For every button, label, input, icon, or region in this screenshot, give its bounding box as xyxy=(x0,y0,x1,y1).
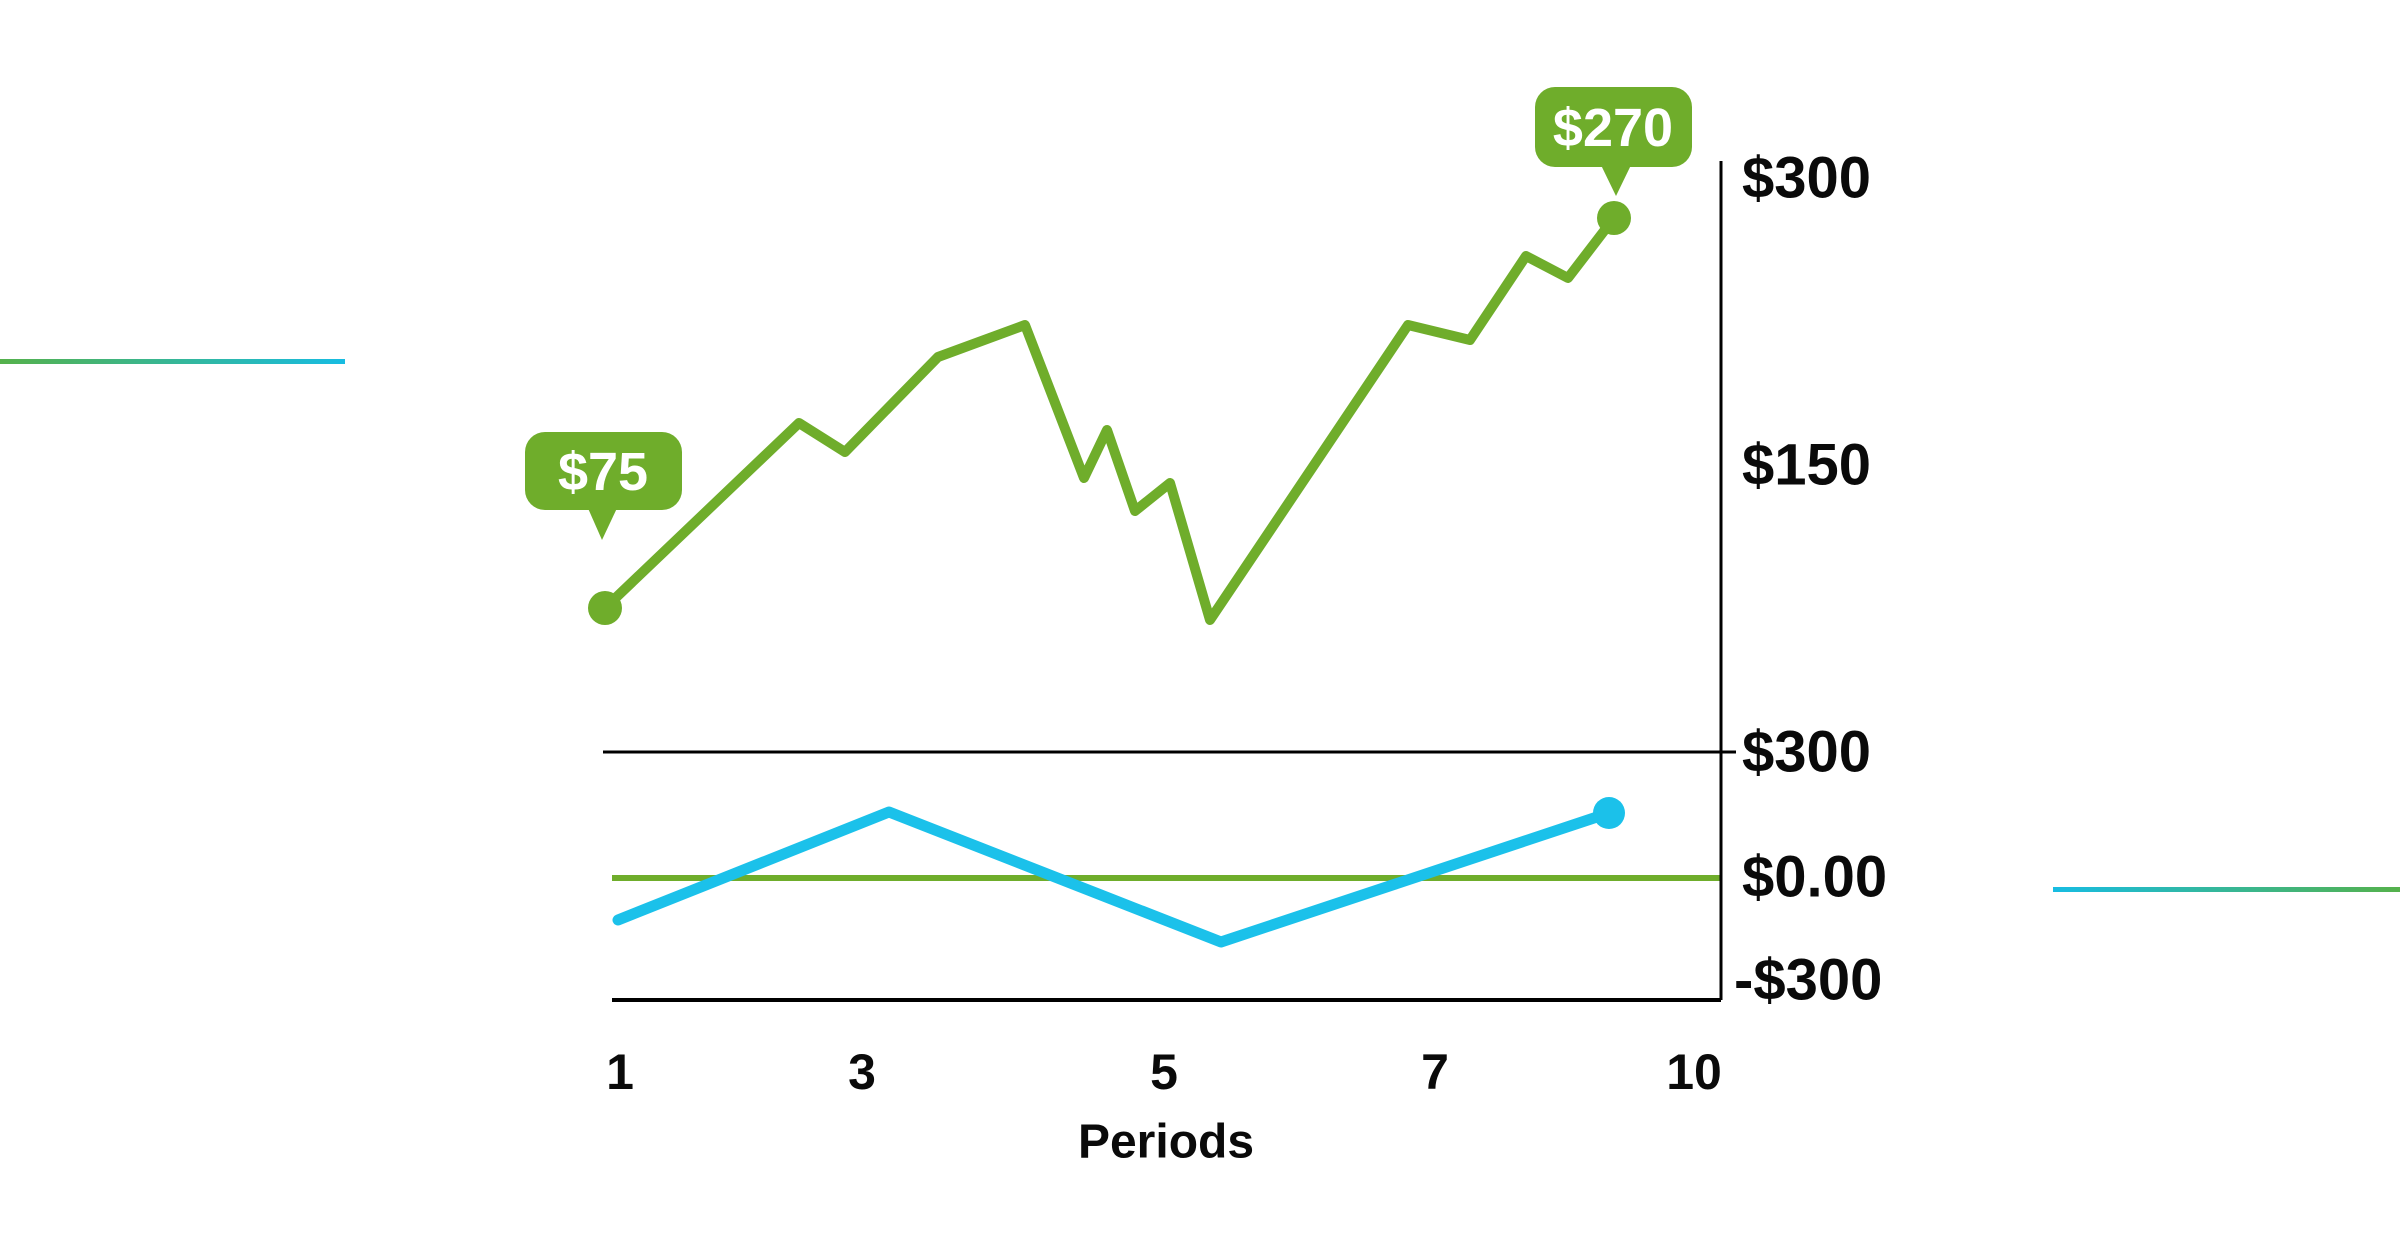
account-value-line xyxy=(600,213,1619,625)
end-value-callout: $270 xyxy=(1535,87,1692,196)
callout-tail xyxy=(587,506,618,540)
callout-bubble xyxy=(525,432,682,510)
decorative-gradient-line-top-left xyxy=(0,359,345,364)
account-value-end-dot xyxy=(1597,201,1631,235)
y-tick-label-300-bottom: $300 xyxy=(1742,720,1871,785)
period-change-end-dot xyxy=(1593,797,1625,829)
x-tick-label-5: 5 xyxy=(1150,1044,1178,1100)
account-value-start-dot xyxy=(588,591,622,625)
callout-bubble xyxy=(1535,87,1692,167)
end-value-label: $270 xyxy=(1553,98,1673,158)
start-value-callout: $75 xyxy=(525,432,682,540)
callout-tail xyxy=(1600,163,1632,196)
x-tick-label-10: 10 xyxy=(1666,1044,1722,1100)
x-tick-label-3: 3 xyxy=(848,1044,876,1100)
period-change-line xyxy=(612,806,1615,948)
start-value-label: $75 xyxy=(558,442,648,502)
x-tick-label-1: 1 xyxy=(606,1044,634,1100)
y-tick-label-zero: $0.00 xyxy=(1742,845,1887,910)
decorative-gradient-line-bottom-right xyxy=(2053,887,2400,892)
y-tick-label-150: $150 xyxy=(1742,433,1871,498)
y-tick-label-neg-300: -$300 xyxy=(1734,948,1882,1013)
x-tick-label-7: 7 xyxy=(1421,1044,1449,1100)
x-axis-title: Periods xyxy=(1078,1116,1254,1169)
y-tick-label-300-top: $300 xyxy=(1742,146,1871,211)
